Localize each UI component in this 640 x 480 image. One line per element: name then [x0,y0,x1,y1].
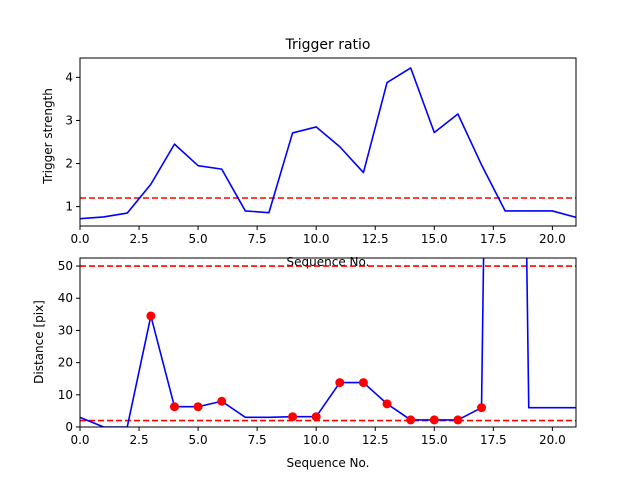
data-point-marker [311,412,321,422]
plot-area: 0.0 2.5 5.0 7.5 10.0 12.5 15.0 17.5 20.0 1 2 3 4 [65,57,577,246]
x-tick-label: 12.5 [362,232,389,246]
x-tick-label: 10.0 [303,433,330,447]
x-tick-label: 5.0 [189,232,208,246]
x-tick-label: 0.0 [70,232,89,246]
axes-frame [79,57,577,227]
chart-title: Trigger ratio [284,37,370,53]
data-point-marker [335,378,345,388]
x-tick-label: 15.0 [421,433,448,447]
x-tick-label: 20.0 [539,433,566,447]
x-tick-label: 2.5 [130,433,149,447]
data-point-marker [477,403,487,413]
y-tick-label: 50 [58,259,73,273]
x-tick-label: 17.5 [480,232,507,246]
distance-subplot: 0.0 2.5 5.0 7.5 10.0 12.5 15.0 17.5 20.0 0 10 20 30 4… [32,257,577,470]
y-tick-label: 10 [58,388,73,402]
y-tick-label: 2 [65,157,73,171]
x-tick-label: 2.5 [130,232,149,246]
data-point-marker [288,412,298,422]
data-point-marker [406,415,416,425]
x-tick-label: 7.5 [248,232,267,246]
x-tick-label: 10.0 [303,232,330,246]
data-point-marker [453,415,463,425]
y-tick-label: 4 [65,70,73,84]
data-point-marker [169,402,179,412]
x-tick-label: 15.0 [421,232,448,246]
data-point-marker [382,399,392,409]
x-tick-label: 7.5 [248,433,267,447]
y-tick-label: 30 [58,323,73,337]
axes-frame [79,257,577,428]
y-tick-label: 40 [58,291,73,305]
data-point-marker [193,402,203,412]
series-line-0 [80,67,576,220]
x-tick-label: 12.5 [362,433,389,447]
x-tick-label: 20.0 [539,232,566,246]
y-axis-label: Trigger strength [41,88,55,185]
y-tick-label: 20 [58,356,73,370]
y-tick-label: 1 [65,200,73,214]
x-tick-label: 0.0 [70,433,89,447]
x-tick-label: 5.0 [189,433,208,447]
plot-area: 0.0 2.5 5.0 7.5 10.0 12.5 15.0 17.5 20.0 0 10 20 30 4… [58,257,577,447]
trigger-ratio-subplot: Trigger ratio 0.0 2.5 5.0 7.5 10.0 12.5 15.0 17… [41,37,577,269]
x-axis-label: Sequence No. [287,255,370,269]
y-tick-label: 0 [65,420,73,434]
x-axis-label: Sequence No. [287,456,370,470]
data-point-marker [358,378,368,388]
data-point-marker [429,415,439,425]
data-point-marker [217,396,227,406]
data-point-marker [146,311,156,321]
y-axis-label: Distance [pix] [32,300,46,384]
y-tick-label: 3 [65,113,73,127]
x-tick-label: 17.5 [480,433,507,447]
